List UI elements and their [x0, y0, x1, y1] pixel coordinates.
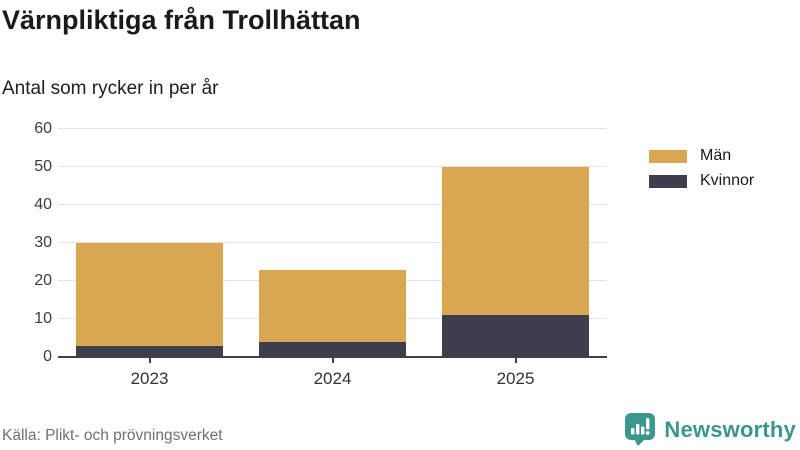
bar-segment-2025-kvinnor[interactable]: [442, 315, 589, 357]
newsworthy-wordmark: Newsworthy: [664, 417, 796, 442]
bar-segment-2025-män[interactable]: [442, 167, 589, 316]
bar-group-2024: [241, 129, 424, 357]
x-axis: 2023 2024 2025: [58, 357, 607, 389]
bar-segment-2024-kvinnor[interactable]: [259, 341, 406, 357]
bars-container: [58, 129, 607, 357]
bar-segment-2024-män[interactable]: [259, 269, 406, 342]
y-tick-label-20: 20: [34, 272, 52, 289]
x-band-2025: 2025: [424, 357, 607, 389]
y-tick-label-50: 50: [34, 158, 52, 175]
legend-item-män: Män: [649, 147, 754, 165]
legend-label-män: Män: [700, 147, 732, 164]
stacked-bar-2025[interactable]: [442, 167, 589, 357]
bar-group-2023: [58, 129, 241, 357]
x-tick-2023: [148, 357, 151, 363]
legend-swatch-kvinnor: [649, 174, 687, 188]
gridline-30: [58, 242, 607, 243]
chart-subtitle: Antal som rycker in per år: [2, 78, 219, 99]
stacked-bar-2023[interactable]: [76, 243, 223, 357]
bar-segment-2023-män[interactable]: [76, 243, 223, 346]
bar-segment-2023-kvinnor[interactable]: [76, 345, 223, 357]
legend-label-kvinnor: Kvinnor: [700, 172, 755, 189]
x-tick-2025: [514, 357, 517, 363]
y-tick-label-60: 60: [34, 120, 52, 137]
x-band-2023: 2023: [58, 357, 241, 389]
newsworthy-logo[interactable]: Newsworthy: [624, 413, 796, 447]
y-tick-label-0: 0: [43, 348, 52, 365]
gridline-40: [58, 203, 607, 205]
y-tick-label-40: 40: [34, 196, 52, 213]
x-tick-label-2023: 2023: [130, 369, 169, 388]
legend-swatch-män: [649, 149, 687, 163]
gridline-60: [58, 128, 607, 129]
source-text: Källa: Plikt- och prövningsverket: [2, 427, 223, 444]
stacked-bar-2024[interactable]: [259, 269, 406, 357]
y-tick-label-30: 30: [34, 234, 52, 251]
gridline-50: [58, 165, 607, 167]
x-axis-line: [58, 356, 607, 358]
x-tick-2024: [331, 357, 334, 363]
newsworthy-logo-icon: [625, 413, 656, 446]
y-tick-label-10: 10: [34, 310, 52, 327]
legend-item-kvinnor: Kvinnor: [649, 172, 754, 190]
chart-title: Värnpliktiga från Trollhättan: [2, 5, 361, 35]
x-tick-label-2025: 2025: [496, 369, 535, 388]
plot-area: [58, 128, 607, 358]
x-tick-label-2024: 2024: [313, 369, 352, 388]
bar-group-2025: [424, 129, 607, 357]
x-band-2024: 2024: [241, 357, 424, 389]
legend: Män Kvinnor: [649, 147, 754, 190]
